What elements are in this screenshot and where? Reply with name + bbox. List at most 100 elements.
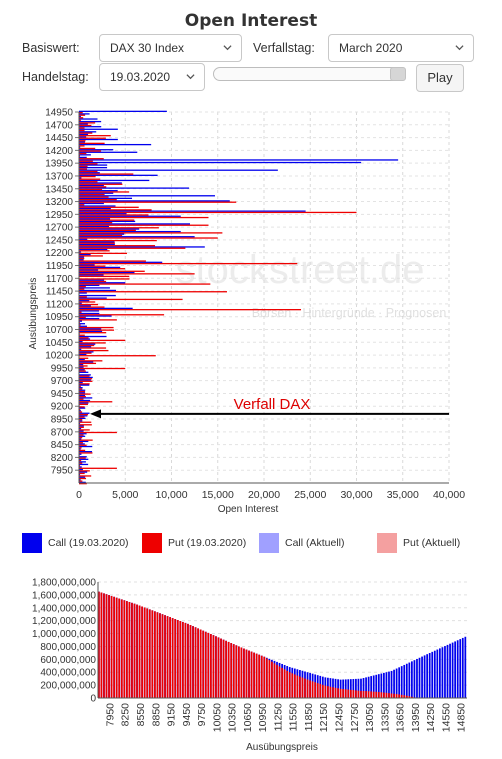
put-bar	[79, 129, 85, 132]
x-tick-label: 14550	[440, 703, 452, 732]
call-bar	[454, 641, 457, 698]
call-bar	[79, 300, 90, 302]
basiswert-select[interactable]: DAX 30 Index	[99, 34, 242, 62]
put-bar	[79, 459, 82, 462]
y-tick-label: 1,800,000,000	[32, 578, 96, 589]
call-bar	[355, 678, 357, 698]
put-bar	[235, 645, 238, 698]
put-bar	[220, 638, 222, 698]
x-tick-label: 5,000	[112, 489, 138, 501]
date-slider[interactable]	[213, 67, 406, 81]
call-bar	[339, 679, 342, 698]
put-bar	[79, 288, 85, 290]
put-bar	[118, 598, 121, 698]
call-bar	[79, 218, 111, 220]
put-bar	[138, 605, 141, 698]
call-bar	[377, 674, 380, 698]
put-bar	[174, 619, 177, 698]
put-bar	[79, 329, 115, 331]
call-bar	[79, 440, 89, 443]
handelstag-value: 19.03.2020	[110, 70, 171, 84]
put-bar	[79, 411, 83, 413]
put-bar	[334, 687, 337, 698]
x-tick-label: 7950	[104, 703, 116, 727]
call-bar	[79, 445, 93, 448]
put-bar	[388, 693, 390, 698]
put-bar	[370, 691, 373, 698]
put-bar	[79, 224, 209, 226]
put-bar	[79, 255, 103, 257]
put-bar	[120, 599, 123, 698]
watermark-tagline: Börsen · Hintergründe · Prognosen	[252, 306, 447, 320]
put-bar	[311, 681, 314, 698]
put-bar	[79, 457, 86, 459]
legend-swatch	[142, 533, 162, 553]
y-tick-label: 10450	[45, 338, 73, 349]
x-tick-label: 40,000	[433, 489, 465, 501]
put-bar	[79, 250, 110, 252]
put-bar	[79, 140, 86, 142]
put-bar	[408, 696, 411, 698]
call-bar	[464, 636, 467, 698]
call-bar	[79, 325, 87, 327]
put-bar	[79, 275, 130, 278]
call-bar	[79, 143, 152, 146]
y-tick-label: 11950	[46, 261, 74, 272]
slider-handle[interactable]	[390, 67, 406, 81]
put-bar	[79, 475, 92, 477]
call-bar	[79, 415, 88, 417]
call-bar	[79, 338, 91, 340]
arrow-left-icon	[90, 409, 101, 419]
put-bar	[79, 434, 84, 436]
x-tick-label: 13050	[364, 703, 376, 732]
put-bar	[79, 472, 85, 475]
put-bar	[79, 127, 85, 129]
put-bar	[79, 175, 96, 178]
put-bar	[352, 690, 355, 698]
x-tick-label: 0	[76, 489, 82, 501]
call-bar	[79, 387, 83, 389]
put-bar	[161, 614, 164, 698]
call-bar	[79, 307, 133, 310]
put-bar	[79, 122, 96, 124]
put-bar	[339, 688, 342, 698]
play-button[interactable]: Play	[416, 64, 464, 92]
put-bar	[115, 597, 118, 698]
verfallstag-select[interactable]: March 2020	[328, 34, 474, 62]
put-bar	[319, 684, 322, 698]
call-bar	[79, 287, 110, 289]
legend-swatch	[377, 533, 397, 553]
y-tick-label: 9700	[51, 376, 74, 387]
put-bar	[123, 600, 126, 698]
x-tick-label: 13650	[395, 703, 407, 732]
put-bar	[403, 695, 406, 698]
put-bar	[143, 607, 146, 698]
put-bar	[337, 688, 339, 698]
call-bar	[79, 310, 100, 312]
call-bar	[449, 643, 451, 698]
put-bar	[79, 426, 84, 429]
call-bar	[79, 179, 150, 182]
put-bar	[79, 239, 157, 242]
y-tick-label: 11700	[46, 274, 74, 285]
put-bar	[128, 601, 131, 698]
put-bar	[207, 632, 210, 698]
handelstag-select[interactable]: 19.03.2020	[99, 63, 205, 91]
call-bar	[79, 213, 127, 215]
put-bar	[79, 362, 97, 365]
call-bar	[395, 668, 398, 698]
call-bar	[400, 666, 403, 698]
call-bar	[79, 456, 87, 458]
page-title: Open Interest	[184, 11, 318, 31]
call-bar	[79, 113, 90, 115]
put-bar	[79, 303, 99, 306]
put-bar	[79, 193, 105, 196]
chevron-down-icon	[455, 45, 464, 51]
call-bar	[411, 661, 413, 698]
put-bar	[79, 296, 87, 298]
call-bar	[459, 639, 462, 698]
put-bar	[79, 147, 96, 150]
call-bar	[79, 466, 82, 468]
call-bar	[79, 297, 107, 299]
call-bar	[79, 427, 82, 430]
